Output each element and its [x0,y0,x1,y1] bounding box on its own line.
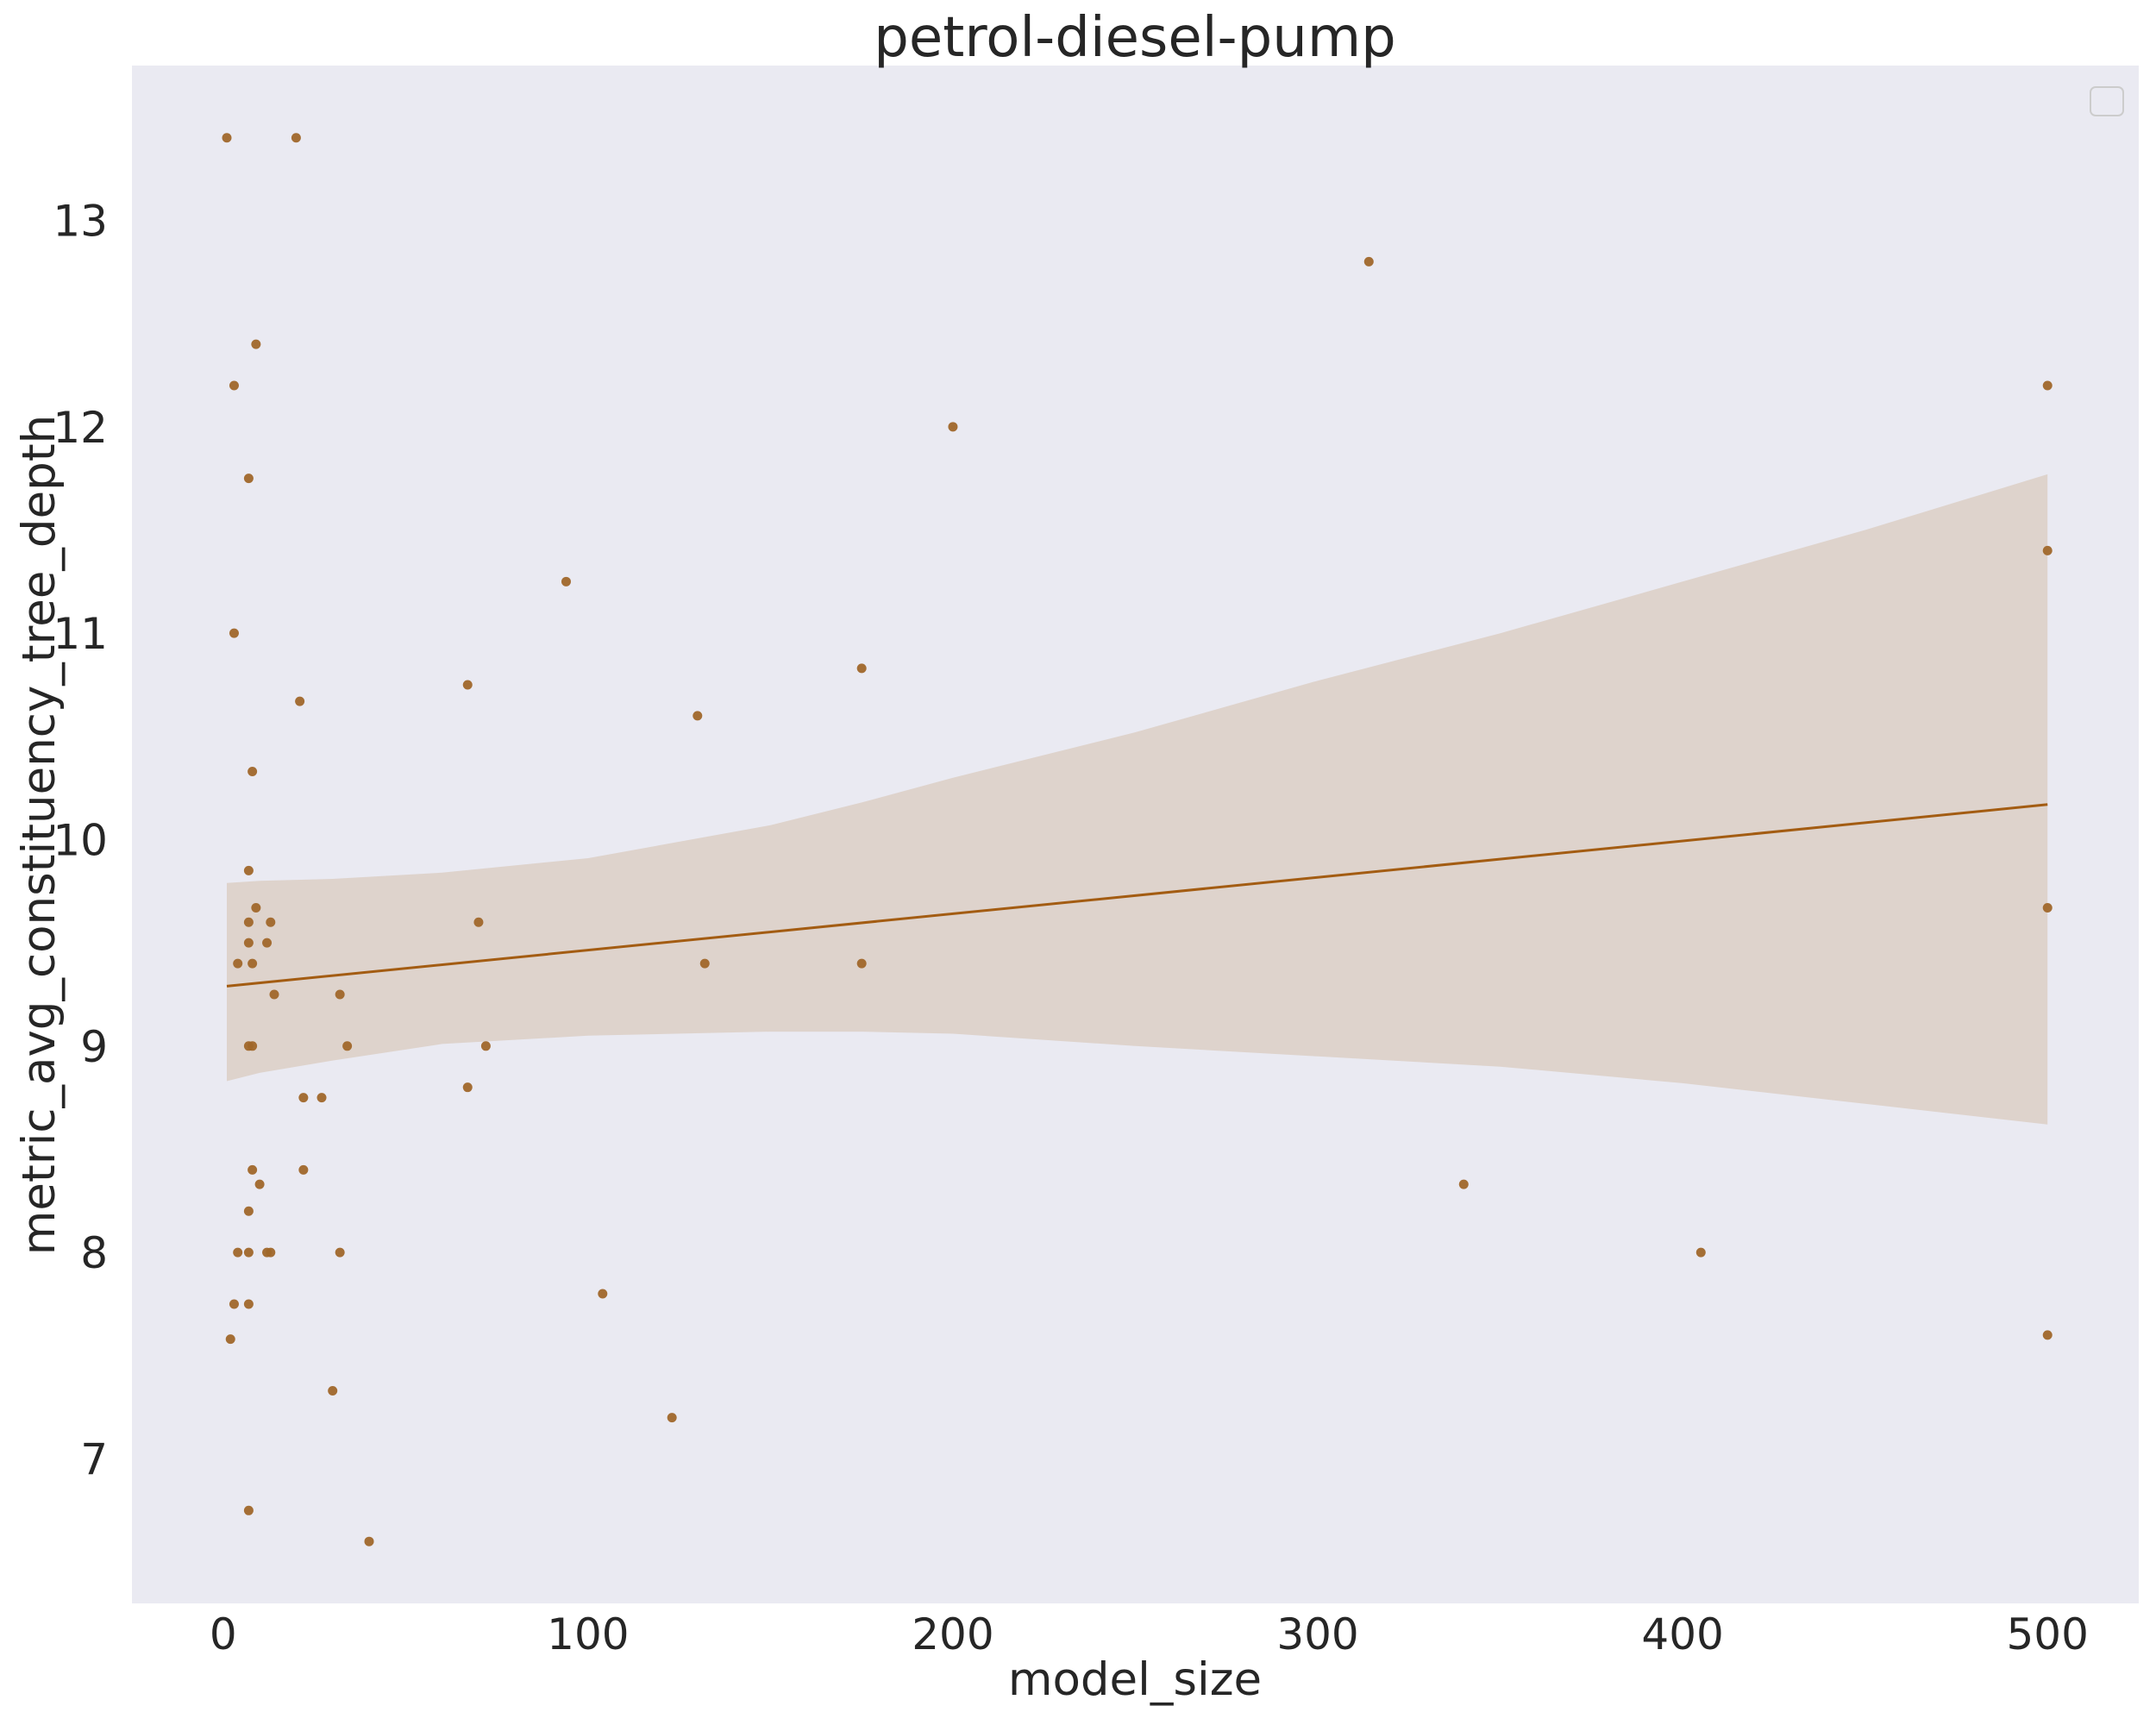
chart-title: petrol-diesel-pump [874,6,1396,70]
y-tick-label: 9 [80,1022,108,1072]
y-tick-label: 13 [53,196,108,246]
scatter-point [266,1247,276,1258]
scatter-point [225,1334,235,1345]
y-tick-label: 11 [53,609,108,659]
scatter-point [667,1413,677,1423]
scatter-point [364,1536,374,1546]
scatter-point [229,380,239,391]
scatter-point [2042,1330,2053,1340]
scatter-point [317,1093,327,1103]
scatter-point [229,628,239,638]
scatter-point [248,958,258,969]
y-tick-label: 8 [80,1228,108,1278]
scatter-point [2042,380,2053,391]
scatter-point [342,1041,353,1051]
scatter-point [248,1041,258,1051]
regression-line [226,803,2048,988]
scatter-point [243,1247,254,1258]
scatter-point [243,1299,254,1309]
scatter-point [243,474,254,484]
scatter-point [2042,902,2053,913]
scatter-point [251,902,261,913]
scatter-points-layer [222,133,2053,1546]
scatter-point [248,767,258,777]
scatter-point [1458,1179,1469,1189]
scatter-point [295,696,305,706]
scatter-point [473,917,484,927]
scatter-point [328,1385,338,1396]
y-tick-label: 7 [80,1434,108,1484]
y-tick-labels: 7 8 9 10 11 12 13 [53,196,108,1484]
scatter-point [335,1247,345,1258]
scatter-point [598,1289,608,1299]
scatter-point [2042,545,2053,555]
scatter-point [243,938,254,948]
scatter-point [243,865,254,875]
scatter-point [462,680,473,690]
scatter-point [291,133,301,143]
scatter-point [262,938,273,948]
scatter-point [243,917,254,927]
scatter-point [229,1299,239,1309]
scatter-point [266,917,276,927]
scatter-point [233,1247,243,1258]
scatter-point [243,1505,254,1515]
x-tick-label: 200 [912,1609,993,1659]
x-axis-label: model_size [1008,1653,1262,1706]
scatter-point [561,576,571,586]
y-tick-label: 12 [53,403,108,453]
scatter-point [335,989,345,1000]
scatter-point [693,711,703,721]
y-axis-label: metric_avg_constituency_tree_depth [13,415,66,1255]
scatter-point [251,339,261,349]
legend-box [2090,86,2124,116]
x-tick-labels: 0 100 200 300 400 500 [210,1609,2089,1659]
scatter-point [699,958,710,969]
scatter-point [298,1093,309,1103]
scatter-point [1695,1247,1706,1258]
scatter-point [269,989,279,1000]
scatter-point [1363,256,1374,267]
scatter-point [248,1164,258,1175]
scatter-point [480,1041,491,1051]
x-tick-label: 0 [210,1609,237,1659]
x-tick-label: 400 [1641,1609,1723,1659]
scatter-point [948,422,958,432]
confidence-band-layer [227,474,2048,1125]
regression-line-layer [226,803,2048,988]
confidence-band [227,474,2048,1125]
scatter-point [856,663,867,674]
scatter-point [856,958,867,969]
scatter-point [243,1206,254,1216]
x-tick-label: 500 [2007,1609,2089,1659]
scatter-point [254,1179,265,1189]
scatter-point [298,1164,309,1175]
scatter-point [233,958,243,969]
scatter-point [462,1082,473,1093]
x-tick-label: 300 [1276,1609,1358,1659]
x-tick-label: 100 [547,1609,629,1659]
y-tick-label: 10 [53,815,108,865]
scatter-point [222,133,232,143]
